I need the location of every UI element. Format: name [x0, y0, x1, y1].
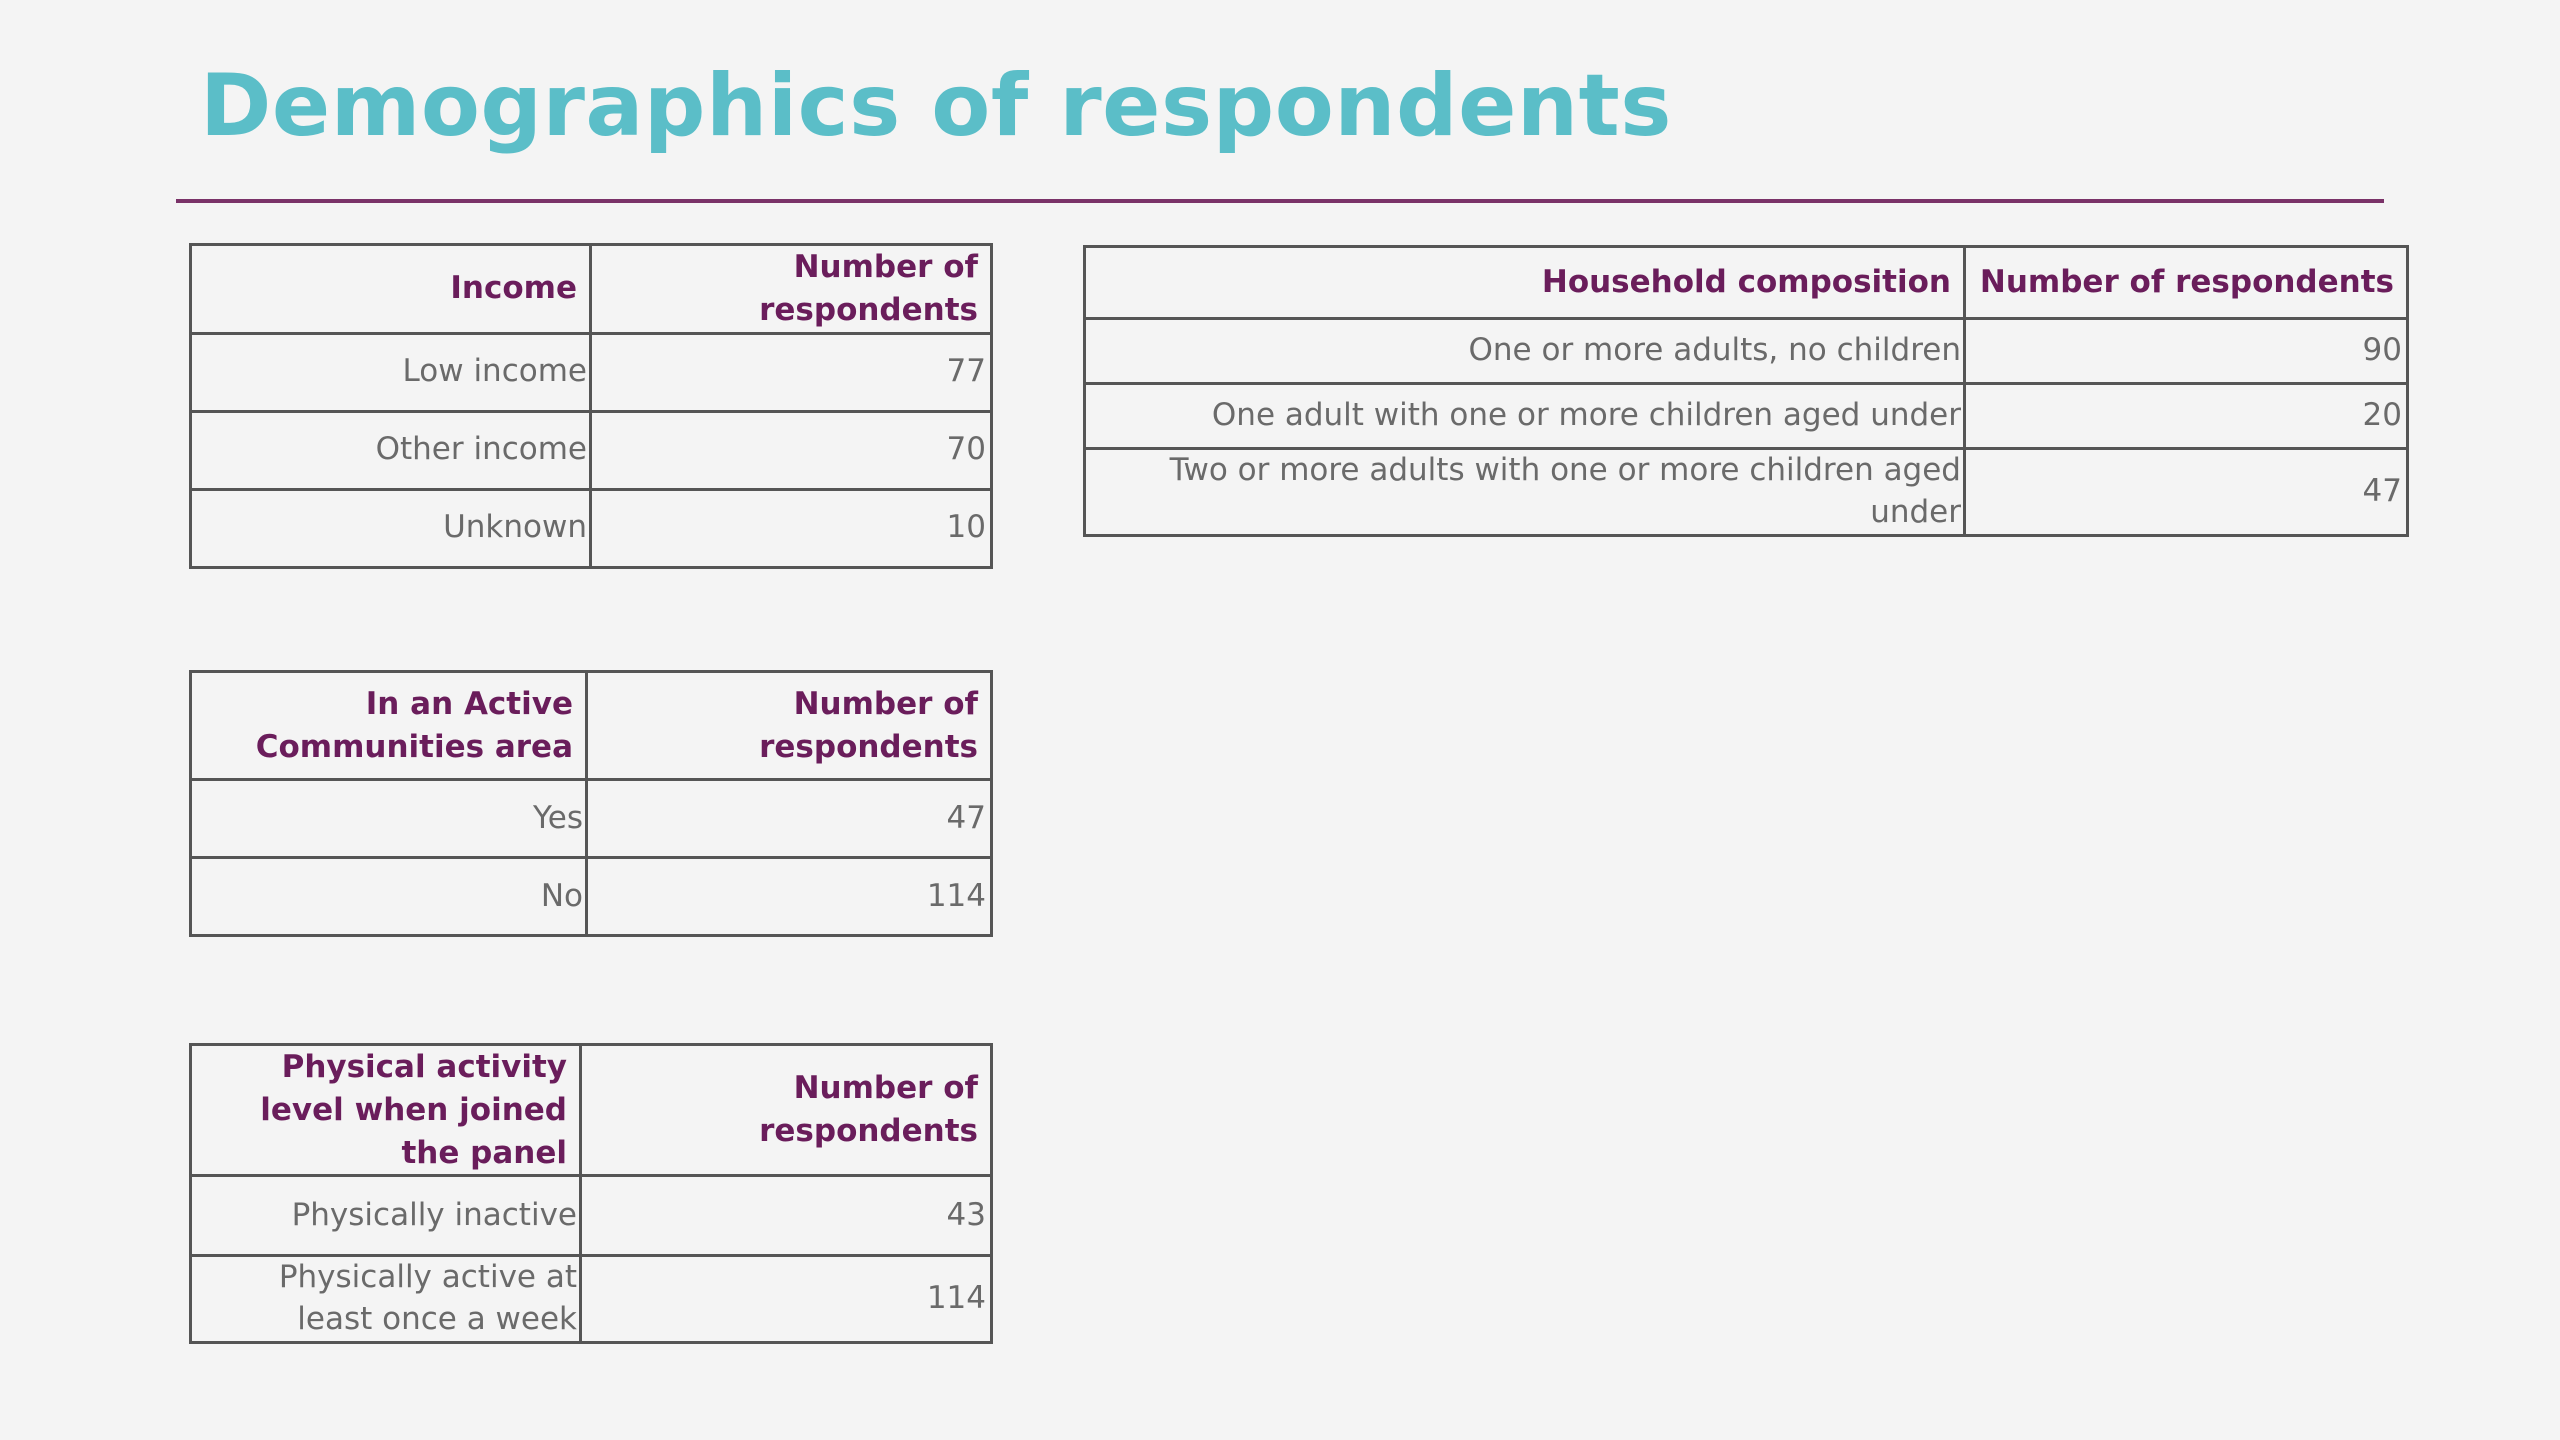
table-row: Physically active at least once a week 1…	[189, 1254, 993, 1344]
row-value: 70	[589, 409, 993, 491]
table-row: One or more adults, no children 90	[1083, 317, 2409, 385]
row-value: 43	[579, 1174, 993, 1258]
active-communities-table: In an Active Communities area Number of …	[189, 670, 993, 937]
physical-activity-header: Physical activity level when joined the …	[189, 1042, 582, 1178]
row-label: One adult with one or more children aged…	[1083, 382, 1966, 450]
income-header: Income	[189, 243, 592, 335]
table-row: Other income 70	[189, 409, 993, 491]
table-row: No 114	[189, 856, 993, 937]
row-label: Physically inactive	[189, 1174, 582, 1258]
table-row: Two or more adults with one or more chil…	[1083, 447, 2409, 537]
table-row: One adult with one or more children aged…	[1083, 382, 2409, 450]
row-label: One or more adults, no children	[1083, 317, 1966, 385]
row-value: 77	[589, 331, 993, 413]
active-communities-header: In an Active Communities area	[189, 670, 588, 781]
row-label: Yes	[189, 778, 588, 859]
table-header-row: In an Active Communities area Number of …	[189, 670, 993, 781]
row-label: Unknown	[189, 487, 592, 569]
table-header-row: Income Number of respondents	[189, 243, 993, 335]
row-value: 47	[585, 778, 993, 859]
physical-activity-table: Physical activity level when joined the …	[189, 1042, 993, 1344]
household-composition-header: Household composition	[1083, 245, 1966, 320]
row-value: 47	[1963, 447, 2409, 537]
row-label: Low income	[189, 331, 592, 413]
table-header-row: Household composition Number of responde…	[1083, 245, 2409, 320]
household-composition-table: Household composition Number of responde…	[1083, 245, 2409, 537]
respondents-header: Number of respondents	[585, 670, 993, 781]
row-label: Other income	[189, 409, 592, 491]
row-value: 114	[585, 856, 993, 937]
row-label: No	[189, 856, 588, 937]
row-value: 114	[579, 1254, 993, 1344]
row-label: Physically active at least once a week	[189, 1254, 582, 1344]
table-header-row: Physical activity level when joined the …	[189, 1042, 993, 1178]
row-value: 90	[1963, 317, 2409, 385]
table-row: Low income 77	[189, 331, 993, 413]
income-table: Income Number of respondents Low income …	[189, 243, 993, 569]
page-title: Demographics of respondents	[200, 56, 1672, 156]
title-underline	[176, 199, 2384, 203]
row-value: 10	[589, 487, 993, 569]
table-row: Yes 47	[189, 778, 993, 859]
row-value: 20	[1963, 382, 2409, 450]
respondents-header: Number of respondents	[1963, 245, 2409, 320]
row-label: Two or more adults with one or more chil…	[1083, 447, 1966, 537]
respondents-header: Number of respondents	[589, 243, 993, 335]
respondents-header: Number of respondents	[579, 1042, 993, 1178]
table-row: Unknown 10	[189, 487, 993, 569]
table-row: Physically inactive 43	[189, 1174, 993, 1258]
